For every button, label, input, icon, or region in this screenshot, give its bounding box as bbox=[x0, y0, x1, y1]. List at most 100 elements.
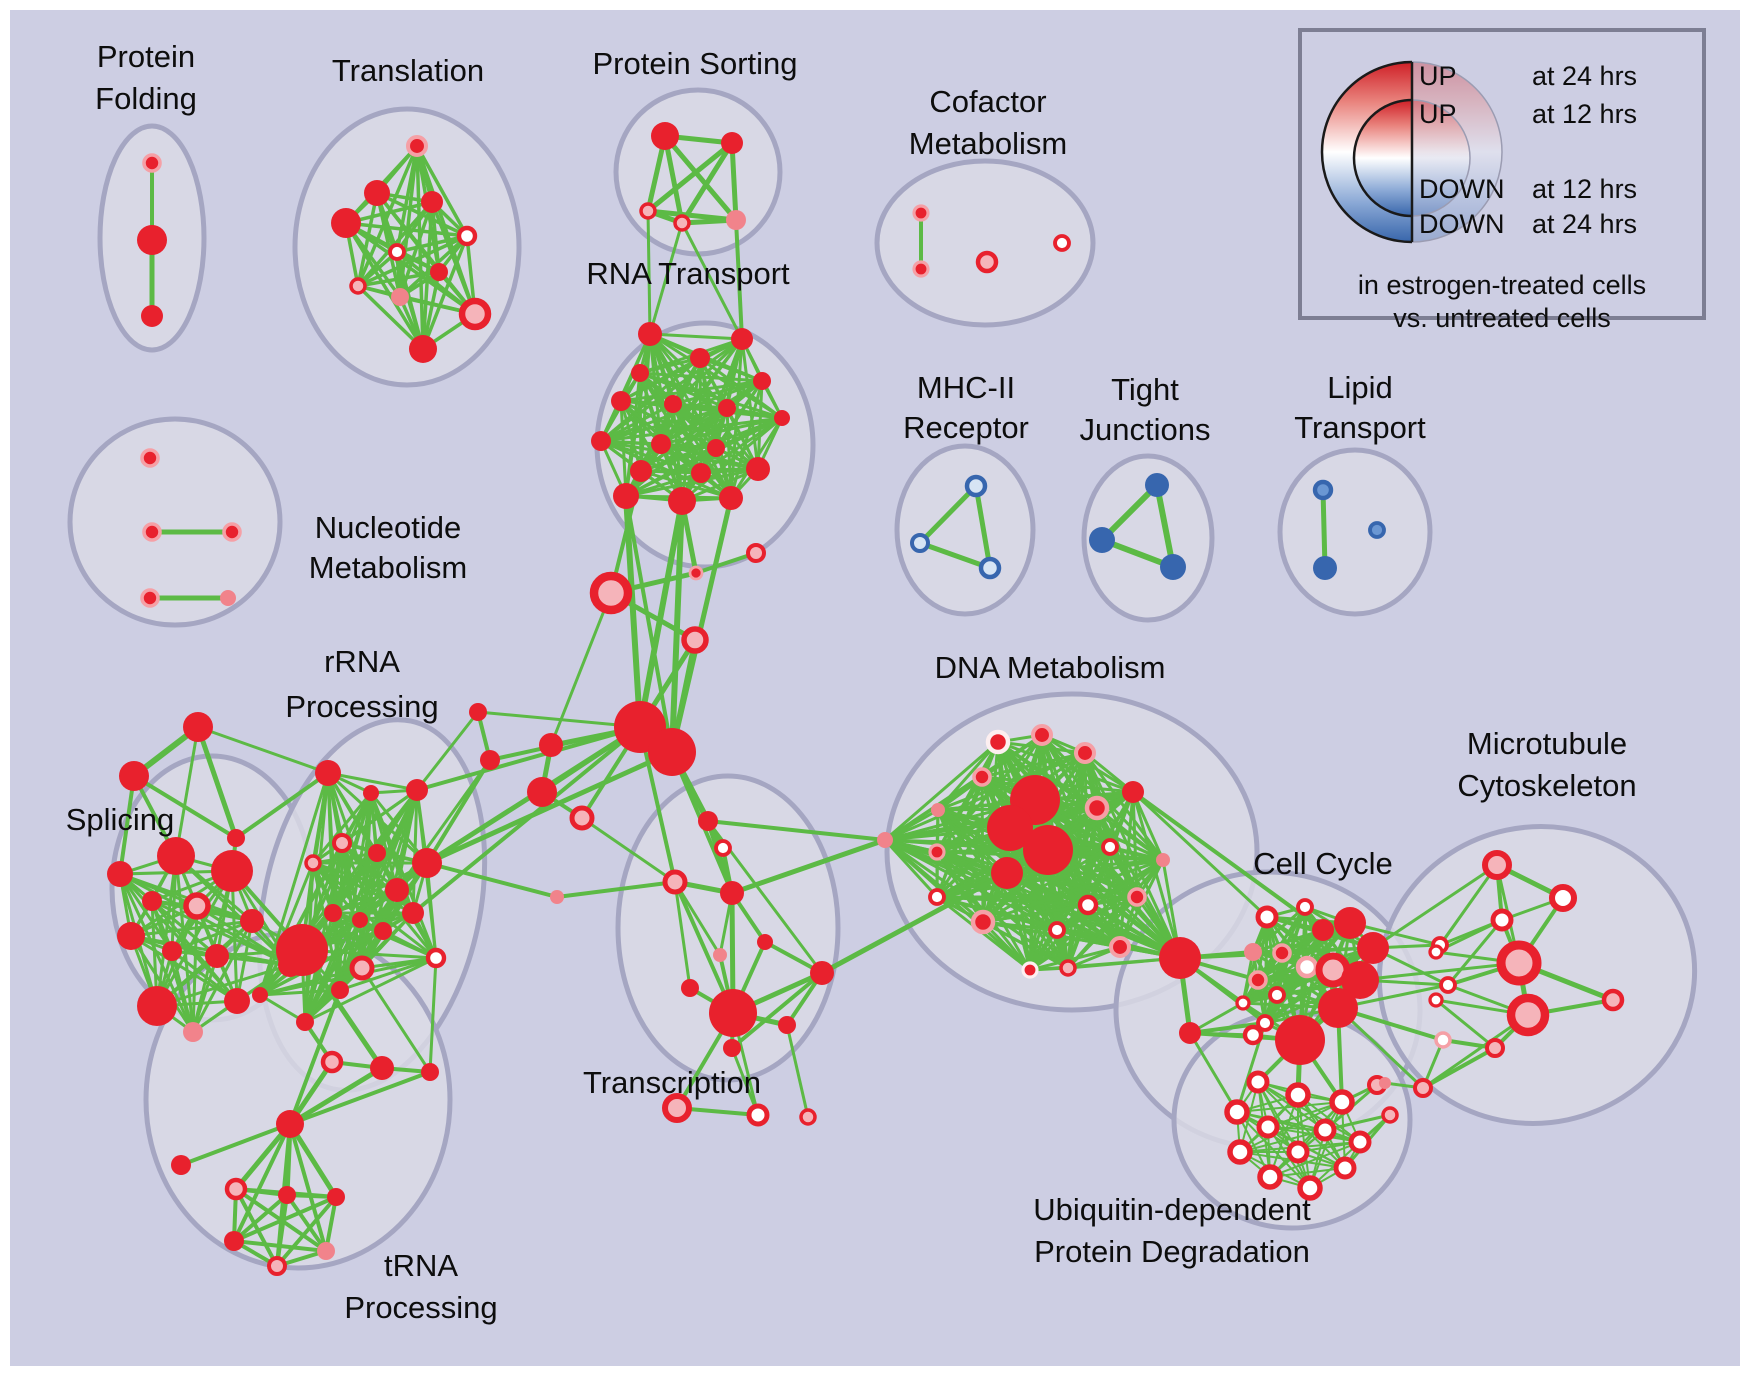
network-edge bbox=[311, 861, 438, 960]
cluster-label-cofactor-metabolism: Cofactor bbox=[929, 84, 1046, 119]
network-edge bbox=[725, 406, 784, 420]
legend-time-label: at 12 hrs bbox=[1532, 99, 1637, 129]
network-edge bbox=[1297, 1094, 1361, 1143]
network-edge bbox=[1066, 858, 1165, 970]
cluster-label-ubiquitin-degradation: Ubiquitin-dependent bbox=[1033, 1192, 1311, 1227]
gene-node bbox=[374, 922, 392, 940]
network-edge bbox=[232, 1122, 292, 1243]
network-edge bbox=[258, 861, 315, 997]
gene-node bbox=[142, 891, 162, 911]
gene-node bbox=[1023, 825, 1073, 875]
gene-node bbox=[252, 987, 268, 1003]
gene-node bbox=[140, 588, 160, 608]
gene-node bbox=[527, 777, 557, 807]
gene-node bbox=[774, 410, 790, 426]
cluster-ellipse-nucleotide-metabolism bbox=[67, 416, 283, 628]
gene-node bbox=[222, 522, 242, 542]
gene-node bbox=[332, 833, 352, 853]
network-edge bbox=[338, 956, 438, 992]
network-edge bbox=[288, 1122, 328, 1253]
labels-layer: Protein Folding Translation Protein Sorting… bbox=[66, 39, 1637, 1325]
gene-node bbox=[456, 225, 478, 247]
gene-node bbox=[1428, 992, 1444, 1008]
network-edge bbox=[1131, 790, 1325, 932]
cluster-label-nucleotide-metabolism: Metabolism bbox=[309, 550, 468, 585]
network-edge bbox=[624, 467, 760, 498]
cluster-label-mhc-receptor: MHC-II bbox=[917, 370, 1015, 405]
network-edge bbox=[1095, 806, 1165, 862]
gene-node bbox=[1246, 1070, 1270, 1094]
gene-node bbox=[718, 399, 736, 417]
legend-time-label: at 24 hrs bbox=[1532, 61, 1637, 91]
cluster-ellipse-mhc-receptor bbox=[894, 443, 1036, 617]
network-edge bbox=[1055, 858, 1165, 932]
network-edge bbox=[981, 858, 1165, 924]
network-edge bbox=[415, 144, 469, 238]
network-edge bbox=[1131, 790, 1269, 919]
gene-node bbox=[1329, 1089, 1355, 1115]
gene-node bbox=[324, 904, 342, 922]
gene-node bbox=[1313, 556, 1337, 580]
gene-node bbox=[651, 122, 679, 150]
legend-outer-left-outline bbox=[1320, 60, 1413, 244]
network-edge bbox=[1095, 806, 1182, 960]
gene-node bbox=[183, 712, 213, 742]
network-edge bbox=[344, 221, 469, 238]
cluster-label-translation: Translation bbox=[332, 53, 484, 88]
network-edge bbox=[680, 221, 744, 341]
network-edge bbox=[549, 591, 613, 747]
gene-node bbox=[1439, 976, 1457, 994]
gene-node bbox=[1334, 907, 1366, 939]
network-edge bbox=[638, 725, 677, 884]
gene-node bbox=[970, 909, 996, 935]
gene-node bbox=[731, 328, 753, 350]
gene-node bbox=[1244, 943, 1262, 961]
network-edge bbox=[118, 872, 292, 967]
network-edge bbox=[1028, 956, 1182, 972]
gene-node bbox=[1257, 1164, 1283, 1190]
legend-direction-label: UP bbox=[1419, 99, 1457, 129]
gene-node bbox=[707, 439, 725, 457]
gene-node bbox=[1160, 554, 1186, 580]
network-edge bbox=[706, 819, 887, 842]
gene-node bbox=[385, 878, 409, 902]
network-edge bbox=[360, 966, 432, 1074]
cluster-label-splicing: Splicing bbox=[66, 802, 175, 837]
gene-node bbox=[985, 729, 1011, 755]
network-edge bbox=[639, 469, 733, 500]
gene-node bbox=[719, 486, 743, 510]
cluster-label-protein-folding: Folding bbox=[95, 81, 197, 116]
gene-node bbox=[1496, 940, 1542, 986]
network-edge bbox=[883, 751, 1087, 842]
gene-node bbox=[1048, 921, 1066, 939]
network-edge bbox=[287, 1121, 339, 1200]
network-edge bbox=[1371, 863, 1499, 950]
network-edge bbox=[196, 725, 330, 775]
gene-node bbox=[720, 881, 744, 905]
network-edge bbox=[673, 880, 722, 957]
network-edge bbox=[129, 919, 254, 938]
gene-node bbox=[352, 912, 368, 928]
network-edge bbox=[170, 949, 195, 1034]
gene-node bbox=[723, 1039, 741, 1057]
network-edge bbox=[195, 724, 239, 841]
network-edge bbox=[883, 808, 940, 842]
gene-node bbox=[1312, 479, 1334, 501]
network-edge bbox=[415, 710, 480, 792]
network-edge bbox=[1269, 1141, 1361, 1178]
gene-node bbox=[1297, 1175, 1323, 1201]
gene-node bbox=[1179, 1022, 1201, 1044]
network-edge bbox=[599, 402, 675, 443]
gene-node bbox=[1235, 995, 1251, 1011]
network-edge bbox=[1083, 751, 1182, 960]
gene-node bbox=[975, 250, 999, 274]
network-edge bbox=[659, 416, 784, 446]
gene-node bbox=[1506, 993, 1550, 1037]
gene-node bbox=[320, 1050, 344, 1074]
network-edge bbox=[424, 749, 675, 866]
gene-node bbox=[1428, 944, 1444, 960]
network-edge bbox=[679, 140, 735, 226]
gene-node bbox=[480, 750, 500, 770]
cluster-label-nucleotide-metabolism: Nucleotide bbox=[315, 510, 461, 545]
cluster-label-tight-junctions: Tight bbox=[1111, 372, 1179, 407]
